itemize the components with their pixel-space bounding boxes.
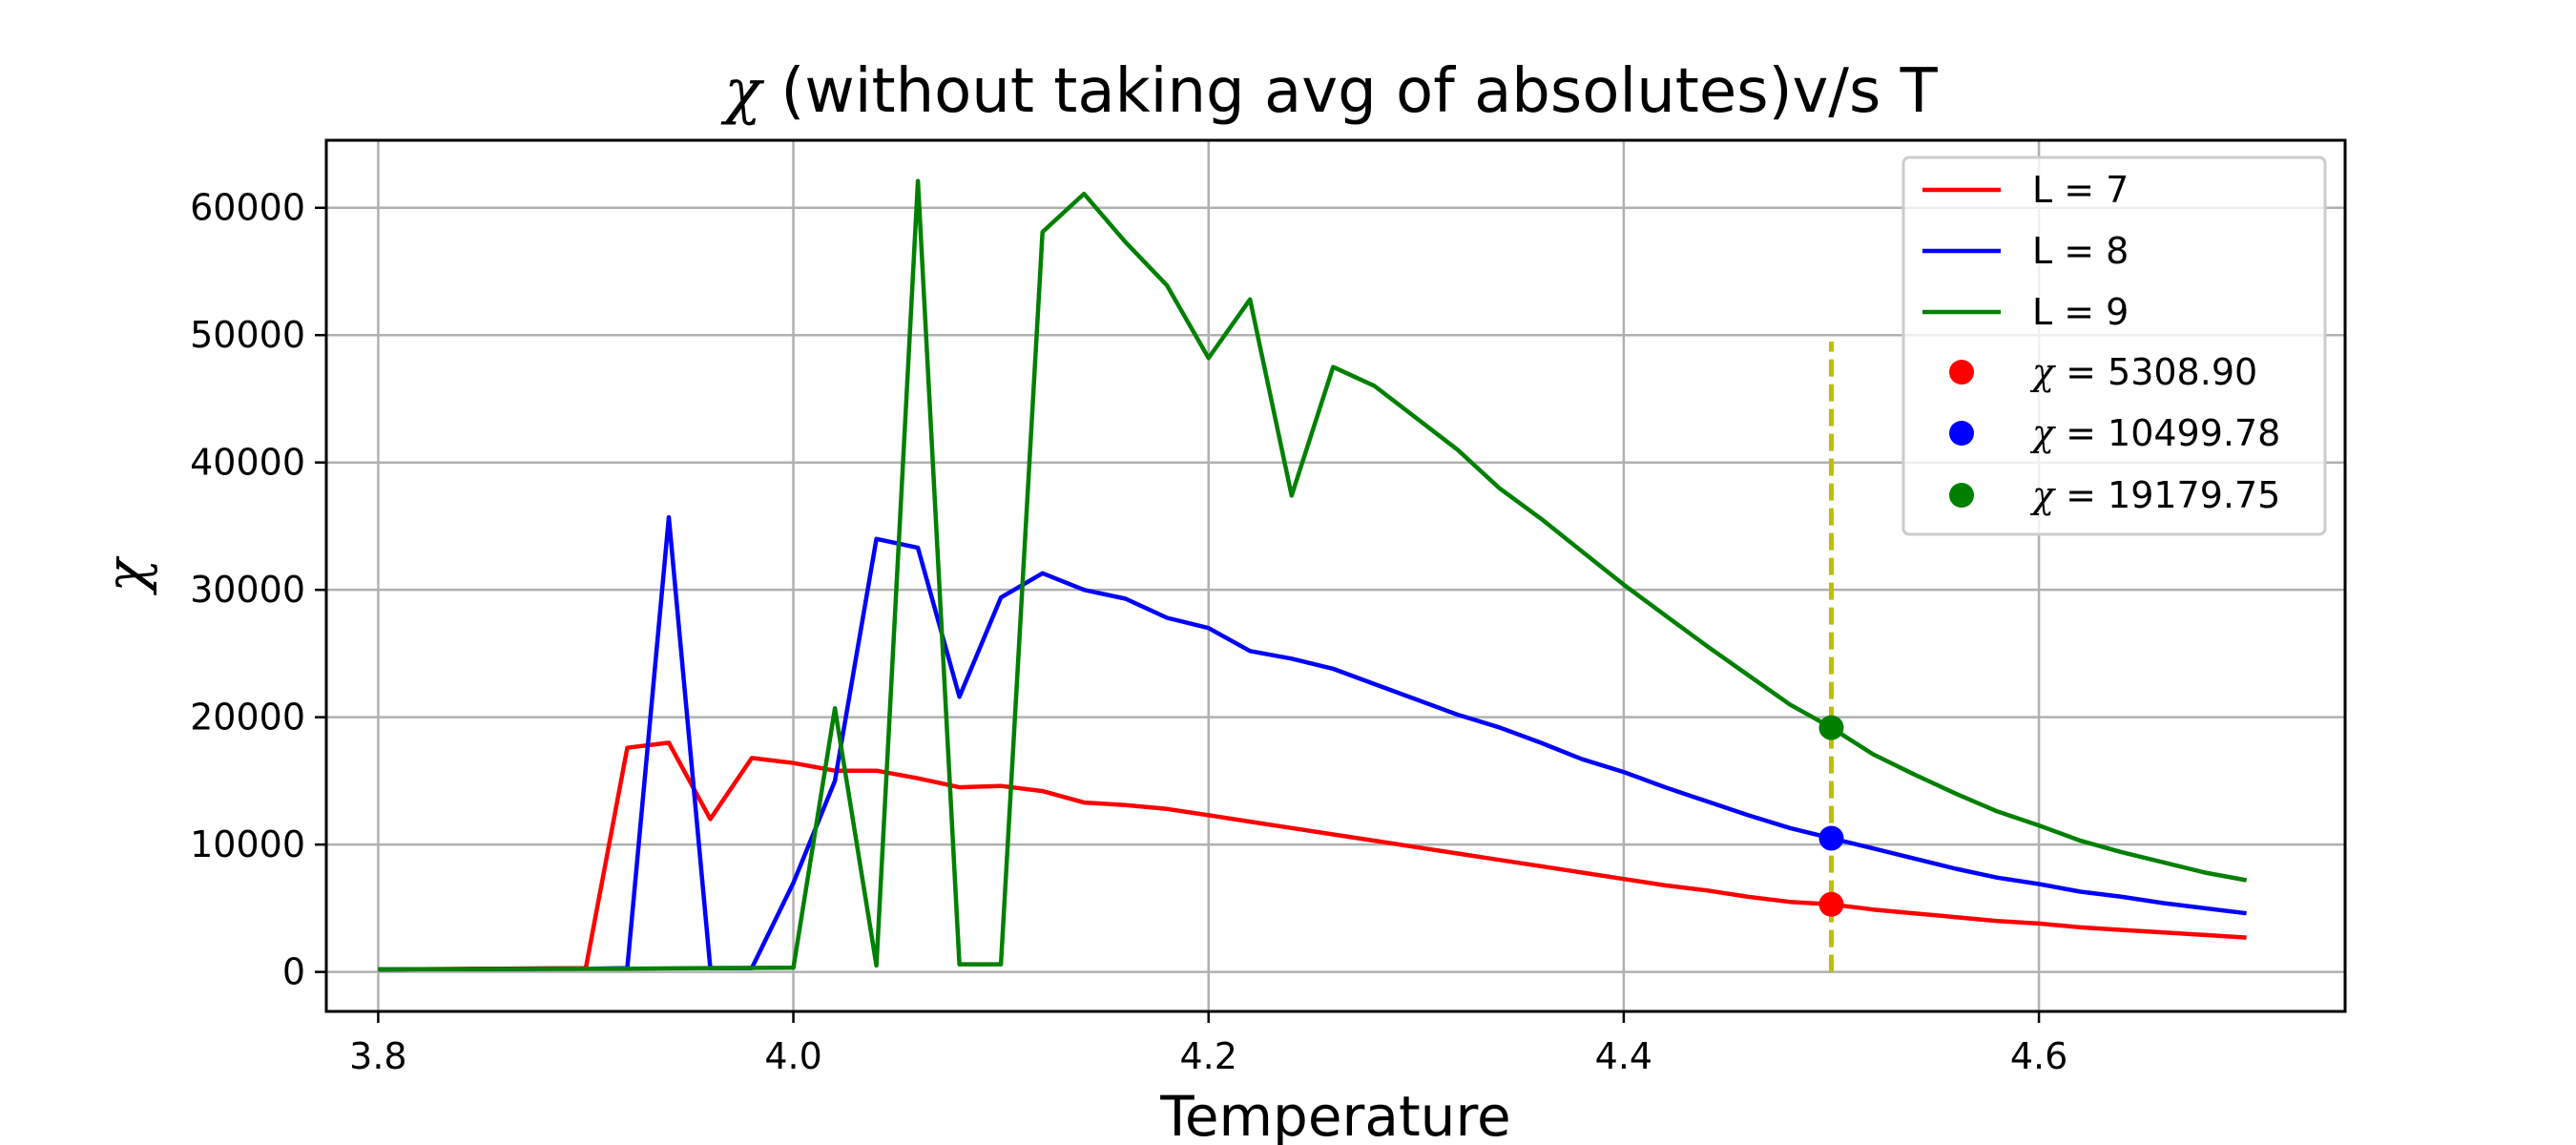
chart-title-symbol: χ [720, 56, 764, 127]
marker-point-3 [1818, 715, 1844, 740]
legend-marker-symbol: χ [2029, 474, 2056, 516]
series-line-3 [378, 178, 2248, 972]
y-tick-label: 20000 [190, 697, 305, 739]
legend-label-2: L = 8 [2032, 230, 2129, 272]
legend-marker-label-2: χ = 10499.78 [2029, 412, 2280, 454]
legend-marker-2 [1949, 421, 1974, 446]
legend-marker-value: = 10499.78 [2054, 412, 2280, 454]
legend-box [1901, 156, 2327, 536]
series-lines [378, 178, 2248, 972]
y-tick-label: 30000 [190, 569, 305, 611]
legend-marker-1 [1949, 360, 1974, 385]
x-axis-label: Temperature [1159, 1084, 1510, 1145]
x-tick-label: 3.8 [349, 1035, 406, 1077]
legend: L = 7L = 8L = 9χ = 5308.90χ = 10499.78χ … [1901, 156, 2327, 536]
y-axis-label: χ [93, 556, 158, 596]
series-line-1 [378, 740, 2247, 972]
y-tick-label: 60000 [190, 187, 305, 229]
x-tick-label: 4.6 [2010, 1035, 2067, 1077]
y-tick-label: 0 [282, 951, 305, 993]
axis-ticks: 3.8 4.0 4.2 4.4 4.6 0 10000 20000 30000 40000 5000… [190, 187, 2067, 1077]
legend-marker-label-1: χ = 5308.90 [2029, 351, 2257, 393]
series-line-2 [378, 514, 2247, 972]
x-tick-label: 4.0 [764, 1035, 821, 1077]
legend-marker-symbol: χ [2029, 351, 2056, 393]
legend-marker-3 [1949, 483, 1974, 508]
chart-title-text: (without taking avg of absolutes)v/s T [761, 56, 1939, 127]
x-tick-label: 4.2 [1180, 1035, 1237, 1077]
marker-point-1 [1818, 891, 1844, 917]
plot-frame [324, 138, 2347, 1013]
legend-label-3: L = 9 [2032, 291, 2129, 333]
temperature-markers [1818, 341, 1844, 972]
legend-items: L = 7L = 8L = 9χ = 5308.90χ = 10499.78χ … [1922, 169, 2280, 516]
legend-label-1: L = 7 [2032, 169, 2129, 211]
chart-title: χ (without taking avg of absolutes)v/s T [720, 56, 1938, 127]
x-tick-label: 4.4 [1595, 1035, 1652, 1077]
legend-marker-symbol: χ [2029, 412, 2056, 454]
y-tick-label: 10000 [190, 823, 305, 865]
legend-marker-label-3: χ = 19179.75 [2029, 474, 2280, 516]
y-tick-label: 50000 [190, 314, 305, 356]
y-tick-label: 40000 [190, 442, 305, 484]
marker-point-2 [1818, 825, 1844, 851]
legend-marker-value: = 19179.75 [2054, 474, 2280, 516]
legend-marker-value: = 5308.90 [2054, 351, 2257, 393]
